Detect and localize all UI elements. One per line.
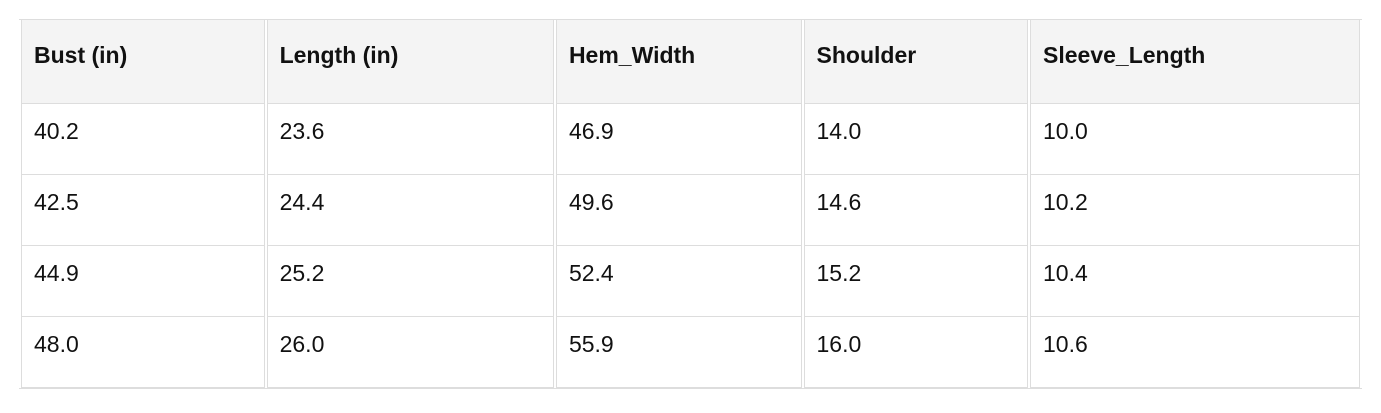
cell: 10.2 <box>1030 175 1360 246</box>
table-row: 44.9 25.2 52.4 15.2 10.4 <box>21 246 1360 317</box>
cell: 15.2 <box>803 246 1029 317</box>
cell: 42.5 <box>21 175 265 246</box>
cell: 14.0 <box>803 104 1029 175</box>
header-length: Length (in) <box>266 20 554 104</box>
table-row: 40.2 23.6 46.9 14.0 10.0 <box>21 104 1360 175</box>
header-shoulder: Shoulder <box>803 20 1029 104</box>
cell: 52.4 <box>555 246 802 317</box>
cell: 55.9 <box>555 317 802 388</box>
cell: 25.2 <box>266 246 554 317</box>
cell: 48.0 <box>21 317 265 388</box>
cell: 23.6 <box>266 104 554 175</box>
cell: 14.6 <box>803 175 1029 246</box>
cell: 24.4 <box>266 175 554 246</box>
cell: 10.4 <box>1030 246 1360 317</box>
cell: 49.6 <box>555 175 802 246</box>
table-row: 42.5 24.4 49.6 14.6 10.2 <box>21 175 1360 246</box>
cell: 44.9 <box>21 246 265 317</box>
table-row: 48.0 26.0 55.9 16.0 10.6 <box>21 317 1360 388</box>
cell: 26.0 <box>266 317 554 388</box>
header-sleeve-length: Sleeve_Length <box>1030 20 1360 104</box>
measurements-table: Bust (in) Length (in) Hem_Width Shoulder… <box>19 19 1362 389</box>
header-row: Bust (in) Length (in) Hem_Width Shoulder… <box>21 20 1360 104</box>
header-hem-width: Hem_Width <box>555 20 802 104</box>
cell: 16.0 <box>803 317 1029 388</box>
cell: 10.0 <box>1030 104 1360 175</box>
cell: 10.6 <box>1030 317 1360 388</box>
header-bust: Bust (in) <box>21 20 265 104</box>
cell: 40.2 <box>21 104 265 175</box>
cell: 46.9 <box>555 104 802 175</box>
